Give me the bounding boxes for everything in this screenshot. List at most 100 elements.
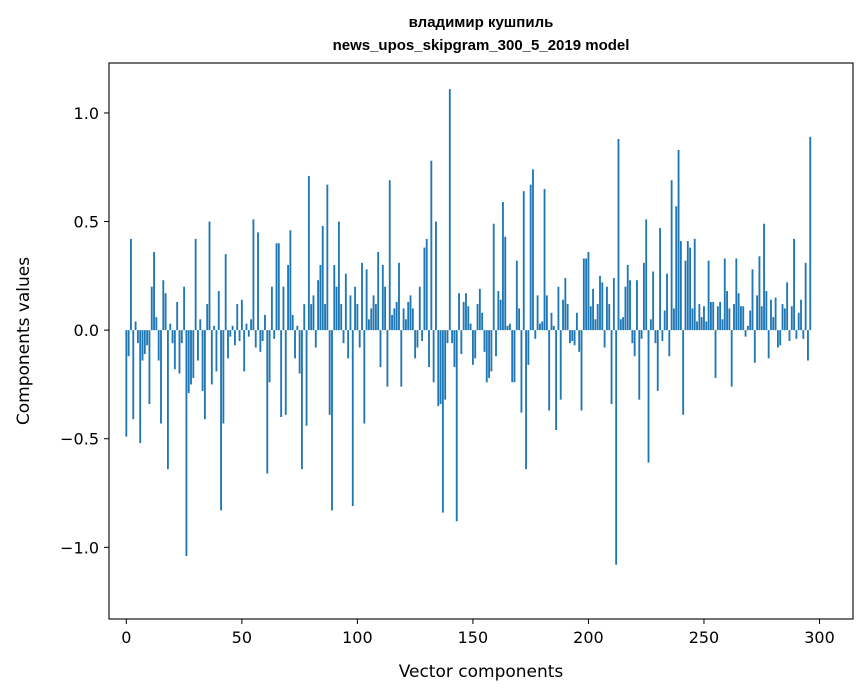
bar — [314, 330, 317, 348]
bar — [751, 269, 754, 331]
bar — [774, 297, 777, 331]
bar — [504, 236, 507, 331]
bar — [730, 330, 733, 387]
bar — [266, 330, 269, 474]
bar — [460, 330, 463, 355]
bar — [640, 330, 643, 339]
bar — [506, 325, 509, 331]
bar — [409, 295, 412, 331]
bar — [559, 330, 562, 400]
bar — [557, 286, 560, 331]
bar — [675, 206, 678, 331]
bar — [139, 330, 142, 444]
bar — [229, 330, 232, 337]
bar — [465, 293, 467, 331]
bar — [458, 293, 460, 331]
bar — [802, 330, 805, 339]
bar — [328, 330, 331, 415]
bar — [723, 258, 726, 331]
bar — [141, 330, 144, 361]
bar — [647, 330, 650, 463]
plot-frame — [108, 62, 854, 620]
bar — [273, 330, 276, 339]
bar — [208, 221, 211, 331]
bar — [215, 330, 218, 372]
bar — [337, 221, 340, 331]
bar — [615, 330, 618, 565]
bar — [555, 330, 558, 431]
bar — [361, 262, 363, 331]
bar — [562, 299, 564, 331]
bar — [414, 330, 417, 359]
bar — [217, 291, 220, 331]
bar — [488, 330, 491, 378]
bar — [333, 264, 336, 331]
bar — [312, 295, 315, 331]
x-axis-label: Vector components — [399, 662, 564, 682]
bar — [594, 319, 597, 331]
bar — [448, 89, 451, 331]
bar — [797, 312, 800, 331]
bar — [347, 330, 350, 359]
x-tick-label: 250 — [689, 628, 720, 647]
bar — [744, 330, 747, 337]
bar — [677, 149, 680, 331]
bar — [652, 271, 655, 331]
bar — [197, 330, 199, 361]
bar — [663, 310, 666, 331]
bar — [786, 282, 789, 331]
bar — [423, 247, 426, 331]
bar — [534, 330, 537, 339]
bar — [502, 202, 504, 331]
bar — [518, 308, 521, 331]
bar — [187, 330, 190, 394]
bar — [388, 180, 391, 331]
bar — [582, 258, 585, 331]
bar — [679, 241, 682, 331]
bar — [587, 251, 590, 331]
bar — [781, 304, 784, 331]
bar — [395, 301, 398, 331]
bar — [661, 330, 664, 341]
bar — [536, 295, 539, 331]
bar — [289, 230, 292, 331]
bar — [444, 330, 447, 400]
bar — [645, 219, 648, 331]
bar — [471, 330, 474, 365]
bar — [349, 295, 352, 331]
bar — [146, 330, 149, 346]
bar — [612, 278, 615, 331]
bar — [541, 321, 544, 331]
bar — [783, 308, 786, 331]
bar — [268, 330, 271, 383]
bar — [234, 330, 236, 346]
bar — [469, 323, 472, 331]
bar — [656, 330, 659, 391]
bar — [703, 306, 705, 331]
bar — [689, 247, 692, 331]
bar — [310, 304, 313, 331]
x-tick-label: 100 — [342, 628, 373, 647]
bar — [716, 306, 719, 331]
bar — [240, 299, 243, 331]
bar — [340, 304, 343, 331]
bar — [728, 308, 731, 331]
bar — [525, 330, 527, 470]
bar — [407, 301, 410, 331]
bar — [370, 308, 373, 331]
bar — [779, 330, 782, 346]
bar — [545, 295, 548, 331]
bar — [481, 312, 484, 331]
bar — [719, 301, 722, 331]
bar — [381, 264, 384, 331]
bar — [670, 180, 673, 331]
y-tick-label: 1.0 — [74, 104, 99, 123]
bar — [342, 330, 345, 344]
bar — [130, 238, 132, 331]
bar — [592, 288, 594, 331]
bar — [552, 325, 555, 331]
bar — [467, 306, 470, 331]
bar — [684, 260, 687, 331]
bar — [527, 330, 530, 365]
bar — [199, 319, 202, 331]
